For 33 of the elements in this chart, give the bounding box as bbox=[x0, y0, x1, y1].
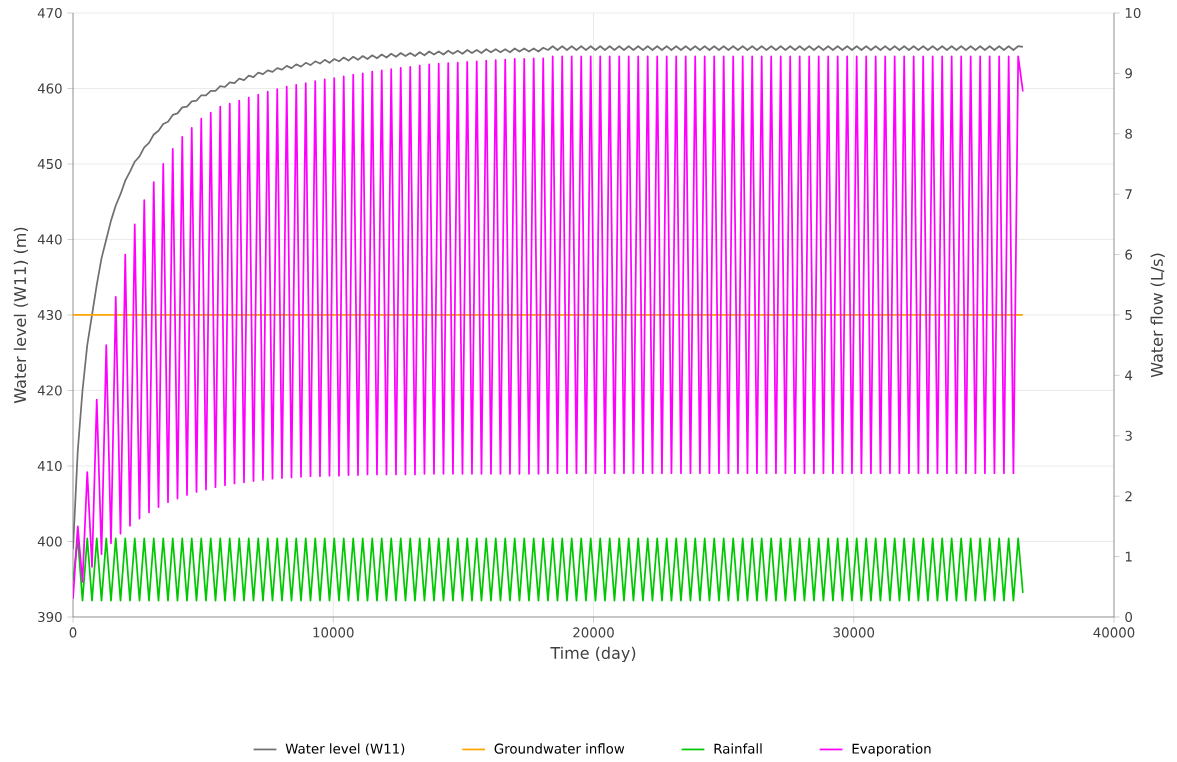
legend-label: Rainfall bbox=[714, 743, 762, 754]
y2-tick-label: 7 bbox=[1125, 189, 1132, 200]
y2-tick-label: 3 bbox=[1125, 430, 1132, 441]
y-tick-label: 400 bbox=[37, 536, 62, 547]
y-tick-label: 420 bbox=[37, 385, 62, 396]
y2-tick-label: 5 bbox=[1125, 310, 1132, 320]
y2-tick-label: 8 bbox=[1125, 128, 1132, 139]
y-tick-label: 460 bbox=[37, 83, 62, 94]
y-tick-label: 450 bbox=[37, 158, 62, 170]
x-tick-label: 0 bbox=[69, 627, 77, 638]
legend-label: Water level (W11) bbox=[285, 743, 405, 756]
x-tick-label: 30000 bbox=[833, 627, 875, 638]
y2-tick-label: 4 bbox=[1125, 370, 1133, 381]
y-tick-label: 440 bbox=[37, 234, 62, 245]
y-tick-label: 470 bbox=[37, 7, 62, 19]
legend-label: Groundwater inflow bbox=[494, 743, 625, 754]
y-tick-label: 390 bbox=[38, 611, 62, 623]
x-tick-label: 10000 bbox=[313, 627, 354, 638]
y2-tick-label: 2 bbox=[1125, 491, 1132, 502]
x-axis-title: Time (day) bbox=[550, 646, 636, 663]
y2-tick-label: 0 bbox=[1125, 611, 1133, 623]
x-tick-label: 20000 bbox=[573, 627, 614, 638]
y2-tick-label: 1 bbox=[1125, 551, 1132, 562]
y-tick-label: 410 bbox=[37, 460, 62, 472]
x-tick-label: 40000 bbox=[1093, 627, 1135, 638]
y-axis-title: Water level (W11) (m) bbox=[13, 227, 28, 404]
legend-label: Evaporation bbox=[852, 743, 931, 757]
y-tick-label: 430 bbox=[37, 309, 62, 321]
y2-tick-label: 9 bbox=[1125, 68, 1132, 79]
y2-tick-label: 10 bbox=[1125, 7, 1141, 19]
y2-tick-label: 6 bbox=[1125, 249, 1133, 260]
line-series bbox=[73, 537, 1024, 602]
y2-axis-title: Water flow (L/s) bbox=[1150, 253, 1165, 378]
